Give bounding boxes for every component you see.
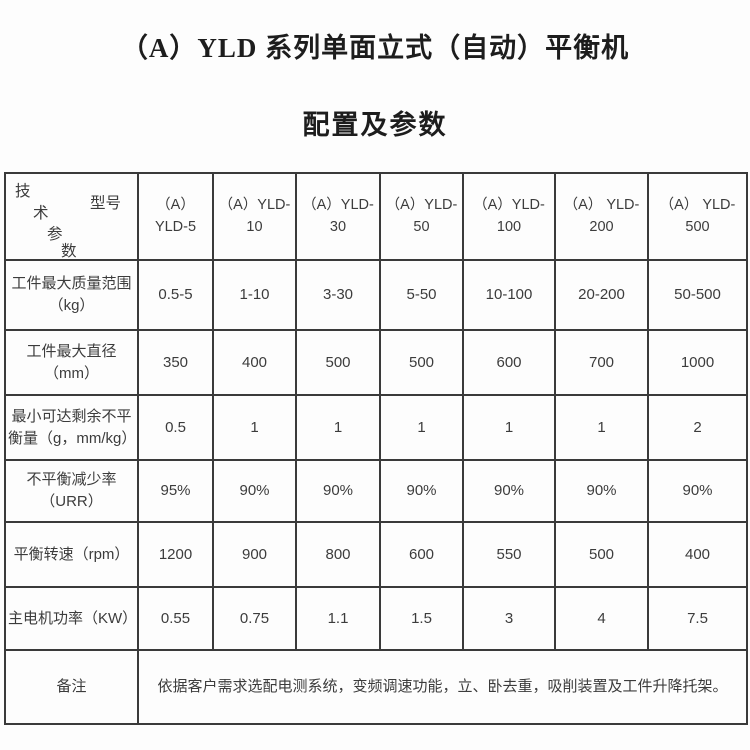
table-row: 平衡转速（rpm） 1200 900 800 600 550 500 400 bbox=[4, 521, 748, 588]
spec-cell: 800 bbox=[295, 521, 381, 588]
model-header: （A）YLD-100 bbox=[462, 172, 556, 261]
model-header: （A） YLD-200 bbox=[554, 172, 649, 261]
spec-cell: 700 bbox=[554, 329, 649, 396]
table-row: 主电机功率（KW） 0.55 0.75 1.1 1.5 3 4 7.5 bbox=[4, 586, 748, 651]
spec-cell: 1 bbox=[212, 394, 297, 461]
table-header-row: 技 术 参 数 型号 （A）YLD-5 （A）YLD-10 （A）YLD-30 … bbox=[4, 172, 748, 261]
page-title: （A）YLD 系列单面立式（自动）平衡机 bbox=[120, 33, 630, 63]
spec-cell: 600 bbox=[379, 521, 464, 588]
model-header: （A）YLD-5 bbox=[137, 172, 214, 261]
corner-param-char: 术 bbox=[33, 205, 49, 222]
spec-cell: 0.5-5 bbox=[137, 259, 214, 331]
corner-param-char: 数 bbox=[61, 243, 77, 260]
spec-cell: 50-500 bbox=[647, 259, 748, 331]
spec-cell: 90% bbox=[212, 459, 297, 523]
spec-cell: 900 bbox=[212, 521, 297, 588]
spec-cell: 400 bbox=[212, 329, 297, 396]
corner-param-char: 参 bbox=[47, 226, 63, 243]
table-row: 不平衡减少率（URR） 95% 90% 90% 90% 90% 90% 90% bbox=[4, 459, 748, 523]
spec-cell: 2 bbox=[647, 394, 748, 461]
spec-cell: 500 bbox=[379, 329, 464, 396]
spec-row-label: 主电机功率（KW） bbox=[4, 586, 139, 651]
table-corner-cell: 技 术 参 数 型号 bbox=[4, 172, 139, 261]
spec-cell: 350 bbox=[137, 329, 214, 396]
model-header: （A）YLD-10 bbox=[212, 172, 297, 261]
spec-cell: 0.5 bbox=[137, 394, 214, 461]
model-header: （A） YLD-500 bbox=[647, 172, 748, 261]
spec-cell: 90% bbox=[462, 459, 556, 523]
spec-cell: 500 bbox=[295, 329, 381, 396]
spec-cell: 1000 bbox=[647, 329, 748, 396]
spec-table: 技 术 参 数 型号 （A）YLD-5 （A）YLD-10 （A）YLD-30 … bbox=[4, 172, 748, 725]
corner-param-char: 技 bbox=[15, 183, 31, 200]
spec-cell: 1200 bbox=[137, 521, 214, 588]
spec-cell: 1 bbox=[554, 394, 649, 461]
spec-cell: 7.5 bbox=[647, 586, 748, 651]
table-row: 最小可达剩余不平衡量（g，mm/kg） 0.5 1 1 1 1 1 2 bbox=[4, 394, 748, 461]
spec-cell: 0.55 bbox=[137, 586, 214, 651]
spec-cell: 550 bbox=[462, 521, 556, 588]
spec-cell: 3 bbox=[462, 586, 556, 651]
spec-cell: 4 bbox=[554, 586, 649, 651]
spec-cell: 500 bbox=[554, 521, 649, 588]
spec-cell: 1.1 bbox=[295, 586, 381, 651]
model-header: （A）YLD-50 bbox=[379, 172, 464, 261]
remark-text: 依据客户需求选配电测系统，变频调速功能，立、卧去重，吸削装置及工件升降托架。 bbox=[137, 649, 748, 725]
spec-row-label: 平衡转速（rpm） bbox=[4, 521, 139, 588]
spec-cell: 0.75 bbox=[212, 586, 297, 651]
model-header: （A）YLD-30 bbox=[295, 172, 381, 261]
spec-cell: 1 bbox=[379, 394, 464, 461]
table-row: 工件最大直径（mm） 350 400 500 500 600 700 1000 bbox=[4, 329, 748, 396]
page-subtitle: 配置及参数 bbox=[302, 110, 448, 140]
spec-cell: 90% bbox=[379, 459, 464, 523]
remark-label: 备注 bbox=[4, 649, 139, 725]
spec-cell: 95% bbox=[137, 459, 214, 523]
spec-cell: 1 bbox=[295, 394, 381, 461]
spec-cell: 400 bbox=[647, 521, 748, 588]
remark-row: 备注 依据客户需求选配电测系统，变频调速功能，立、卧去重，吸削装置及工件升降托架… bbox=[4, 649, 748, 725]
spec-row-label: 工件最大直径（mm） bbox=[4, 329, 139, 396]
spec-row-label: 工件最大质量范围（kg） bbox=[4, 259, 139, 331]
spec-cell: 90% bbox=[554, 459, 649, 523]
spec-cell: 1-10 bbox=[212, 259, 297, 331]
spec-cell: 1.5 bbox=[379, 586, 464, 651]
table-row: 工件最大质量范围（kg） 0.5-5 1-10 3-30 5-50 10-100… bbox=[4, 259, 748, 331]
spec-cell: 90% bbox=[647, 459, 748, 523]
spec-cell: 1 bbox=[462, 394, 556, 461]
spec-row-label: 不平衡减少率（URR） bbox=[4, 459, 139, 523]
spec-cell: 3-30 bbox=[295, 259, 381, 331]
spec-cell: 10-100 bbox=[462, 259, 556, 331]
spec-cell: 600 bbox=[462, 329, 556, 396]
spec-cell: 20-200 bbox=[554, 259, 649, 331]
corner-model-label: 型号 bbox=[89, 195, 121, 212]
spec-row-label: 最小可达剩余不平衡量（g，mm/kg） bbox=[4, 394, 139, 461]
spec-cell: 90% bbox=[295, 459, 381, 523]
spec-cell: 5-50 bbox=[379, 259, 464, 331]
